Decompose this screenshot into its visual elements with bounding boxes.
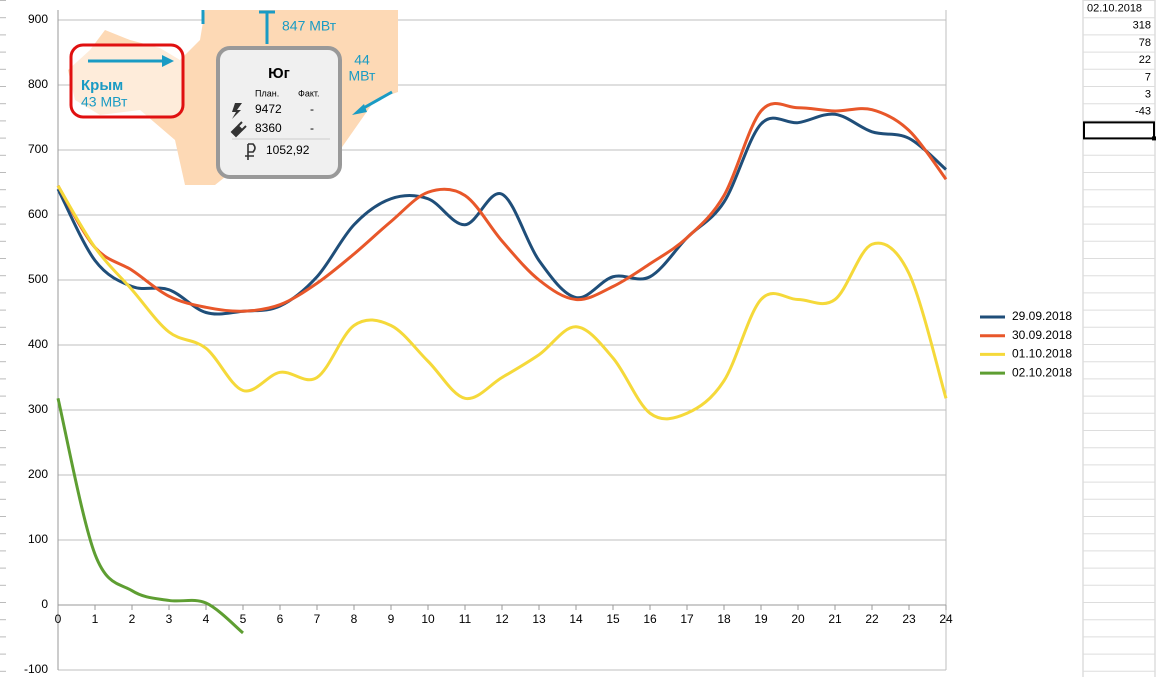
x-tick-label: 2 — [129, 612, 136, 626]
series-line — [56, 184, 948, 421]
flow-label: МВт — [349, 68, 377, 84]
fact-value: - — [310, 121, 314, 135]
crimea-flow: 43 МВт — [81, 94, 128, 110]
x-tick-label: 20 — [791, 612, 805, 626]
legend-label: 02.10.2018 — [1012, 365, 1072, 379]
x-tick-label: 6 — [277, 612, 284, 626]
price: 1052,92 — [266, 143, 310, 157]
y-tick-label: 700 — [28, 142, 48, 156]
cell: 02.10.2018 — [1087, 3, 1142, 15]
x-tick-label: 7 — [314, 612, 321, 626]
x-tick-label: 9 — [388, 612, 395, 626]
map-overlay: 847 МВт 44 МВт Крым 43 МВт Юг План. Факт… — [60, 10, 398, 185]
plan-header: План. — [255, 88, 279, 98]
x-tick-label: 22 — [865, 612, 879, 626]
x-tick-label: 4 — [203, 612, 210, 626]
legend-label: 01.10.2018 — [1012, 347, 1072, 361]
x-tick-label: 1 — [92, 612, 99, 626]
fill-handle — [1152, 136, 1156, 141]
cell: 22 — [1139, 54, 1151, 66]
cell: -43 — [1135, 106, 1151, 118]
power-icon — [232, 103, 242, 119]
y-tick-label: 600 — [28, 207, 48, 221]
series-line — [56, 397, 244, 635]
x-tick-label: 12 — [495, 612, 509, 626]
x-tick-label: 5 — [240, 612, 247, 626]
x-tick-label: 16 — [643, 612, 657, 626]
y-tick-label: 100 — [28, 532, 48, 546]
legend-label: 29.09.2018 — [1012, 309, 1072, 323]
x-tick-label: 14 — [569, 612, 583, 626]
x-tick-label: 11 — [459, 612, 472, 626]
y-tick-label: 400 — [28, 337, 48, 351]
flow-label: 44 — [354, 52, 370, 68]
plan-value: 9472 — [255, 102, 282, 116]
x-tick-label: 8 — [351, 612, 358, 626]
plug-icon — [230, 121, 247, 138]
plan-value: 8360 — [255, 121, 282, 135]
y-tick-label: 500 — [28, 272, 48, 286]
x-tick-label: 3 — [166, 612, 173, 626]
spreadsheet-column — [1082, 0, 1156, 677]
flow-arrow — [359, 90, 393, 112]
y-tick-label: 800 — [28, 77, 48, 91]
x-tick-label: 0 — [55, 612, 62, 626]
x-tick-label: 21 — [828, 612, 842, 626]
fact-header: Факт. — [298, 88, 320, 98]
crimea-name: Крым — [81, 77, 123, 94]
cell: 78 — [1139, 37, 1151, 49]
x-tick-label: 10 — [421, 612, 435, 626]
x-tick-label: 15 — [606, 612, 620, 626]
cell: 7 — [1145, 71, 1151, 83]
x-tick-label: 23 — [902, 612, 916, 626]
x-tick-label: 18 — [717, 612, 731, 626]
x-tick-label: 13 — [532, 612, 546, 626]
selected-cell — [1083, 121, 1155, 140]
flow-label: 847 МВт — [282, 18, 337, 34]
crimea-box[interactable] — [69, 43, 185, 119]
y-tick-label: -100 — [24, 662, 48, 676]
flow-arrow-head — [162, 55, 174, 67]
x-tick-label: 19 — [754, 612, 768, 626]
flow-arrow-head — [352, 104, 367, 115]
y-tick-label: 0 — [41, 597, 48, 611]
fact-value: - — [310, 102, 314, 116]
region-name: Юг — [268, 65, 290, 82]
y-tick-label: 200 — [28, 467, 48, 481]
y-tick-label: 300 — [28, 402, 48, 416]
ruble-icon — [245, 143, 256, 160]
cell: 318 — [1133, 20, 1151, 32]
x-tick-label: 17 — [680, 612, 694, 626]
series-line — [56, 112, 947, 316]
cell: 3 — [1145, 89, 1151, 101]
y-tick-label: 900 — [28, 12, 48, 26]
x-tick-label: 24 — [939, 612, 953, 626]
legend-label: 30.09.2018 — [1012, 328, 1072, 342]
series-line — [56, 102, 948, 313]
